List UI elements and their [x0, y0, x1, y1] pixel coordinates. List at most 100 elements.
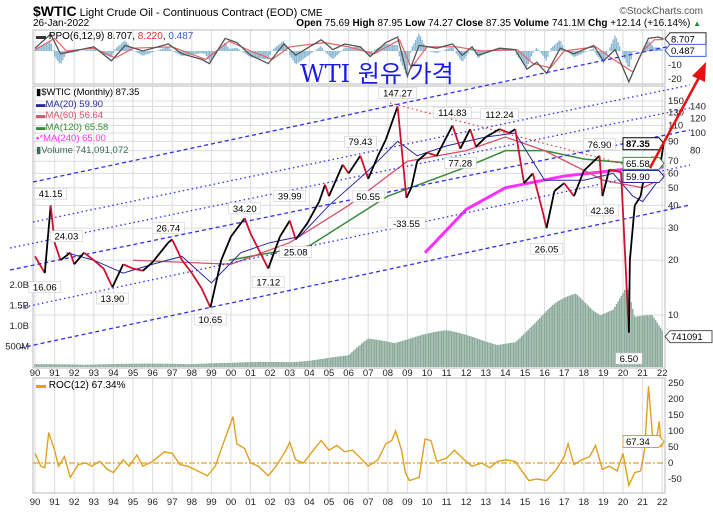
volume-bar [409, 338, 412, 367]
ppo-histogram-bar [601, 51, 603, 62]
volume-bar [186, 364, 188, 367]
ppo-histogram-bar [42, 44, 44, 51]
volume-bar [364, 340, 366, 367]
x-tick-label: 08 [383, 368, 394, 379]
price-segment [73, 252, 85, 265]
price-segment [102, 268, 114, 288]
volume-bar [137, 363, 139, 367]
volume-bar [292, 362, 294, 367]
ppo-histogram-bar [630, 51, 632, 60]
point-label-box [586, 204, 619, 217]
ppo-histogram-bar [93, 48, 95, 51]
price-segment [83, 251, 95, 261]
volume-bar [620, 295, 623, 367]
volume-bar [579, 298, 582, 367]
volume-bar [241, 362, 244, 367]
ma20-line [66, 132, 664, 284]
volume-bar [70, 364, 72, 367]
volume-bar [251, 362, 253, 367]
price-segment [243, 217, 252, 234]
ppo-histogram-bar [58, 51, 61, 64]
volume-bar [261, 361, 263, 367]
ppo-histogram-bar [434, 51, 436, 53]
volume-bar [254, 362, 257, 367]
ppo-histogram-bar [550, 48, 552, 51]
x-tick-label: 14 [500, 368, 511, 379]
ppo-histogram-bar [633, 51, 636, 52]
volume-bar [488, 342, 490, 367]
price-segment [367, 155, 379, 180]
volume-bar [217, 363, 219, 367]
ppo-histogram-bar [279, 43, 281, 51]
volume-bar [182, 364, 185, 367]
point-label-box [387, 217, 426, 230]
volume-bar [202, 363, 204, 367]
ppo-histogram-bar [622, 51, 624, 55]
ppo-histogram-bar [289, 51, 291, 56]
volume-bar [560, 299, 562, 367]
volume-bar [641, 315, 644, 367]
ppo-histogram-bar [39, 46, 41, 51]
volume-bar [191, 364, 193, 367]
x-tick-label: 05 [324, 368, 335, 379]
ppo-legend: ▬ PPO(6,12,9) 8.707, 8.220, 0.487 [36, 31, 194, 42]
volume-bar [511, 342, 513, 367]
ppo-histogram-bar [648, 41, 650, 51]
volume-y-tick-label: 1.0B [9, 321, 29, 332]
volume-bar [383, 341, 386, 367]
price-segment [563, 182, 575, 197]
volume-bar [605, 312, 608, 367]
ppo-histogram-bar [311, 51, 314, 53]
ppo-histogram-bar [535, 47, 538, 51]
volume-bar [223, 362, 226, 367]
volume-bar [351, 352, 353, 367]
volume-bar [454, 331, 456, 367]
volume-bar [240, 362, 242, 367]
volume-bar [604, 313, 606, 367]
volume-bar [476, 338, 479, 367]
volume-bar [537, 319, 539, 367]
volume-bar [367, 338, 369, 367]
volume-bar [58, 364, 61, 367]
ppo-histogram-bar [44, 44, 46, 51]
volume-bar [179, 363, 182, 367]
x-tick-label: 02 [265, 368, 276, 379]
ppo-histogram-bar [411, 46, 413, 51]
ppo-histogram-bar [253, 51, 255, 58]
volume-bar [297, 361, 299, 367]
ppo-histogram-bar [390, 44, 392, 51]
roc-y-tick-label: 150 [668, 410, 684, 421]
ppo-histogram-bar [650, 43, 652, 51]
ppo-signal-line [34, 37, 664, 73]
ppo-histogram-bar [498, 48, 500, 51]
roc-y-tick-label: 250 [668, 378, 684, 389]
ppo-histogram-bar [298, 51, 301, 62]
channel-line-2 [32, 84, 691, 223]
ppo-tag: 8.707 [671, 34, 695, 45]
volume-bar [174, 363, 177, 367]
volume-bar [455, 332, 458, 367]
volume-bar [258, 361, 260, 367]
ppo-histogram-bar [429, 51, 431, 52]
price-segment [279, 220, 291, 237]
ppo-y-tick-label: -20 [668, 74, 682, 85]
price-segment [426, 151, 438, 157]
volume-bar [645, 315, 647, 367]
roc-y-tick-label: 50 [668, 442, 679, 453]
ppo-histogram-bar [499, 48, 502, 51]
price-segment [485, 128, 500, 138]
volume-bar [63, 364, 66, 367]
channel-line-mid [9, 129, 691, 271]
ppo-histogram-bar [653, 47, 655, 51]
volume-bar [442, 330, 445, 367]
volume-bar [493, 343, 495, 367]
price-segment [633, 195, 642, 206]
ppo-histogram-bar [218, 49, 221, 51]
ppo-histogram-bar [558, 40, 560, 51]
ppo-histogram-bar [336, 51, 338, 56]
ppo-histogram-bar [537, 49, 539, 51]
point-label-box [444, 157, 477, 169]
roc-x-tick-label: 05 [324, 497, 335, 508]
ppo-histogram-bar [295, 51, 298, 65]
ppo-histogram-bar [47, 42, 49, 51]
